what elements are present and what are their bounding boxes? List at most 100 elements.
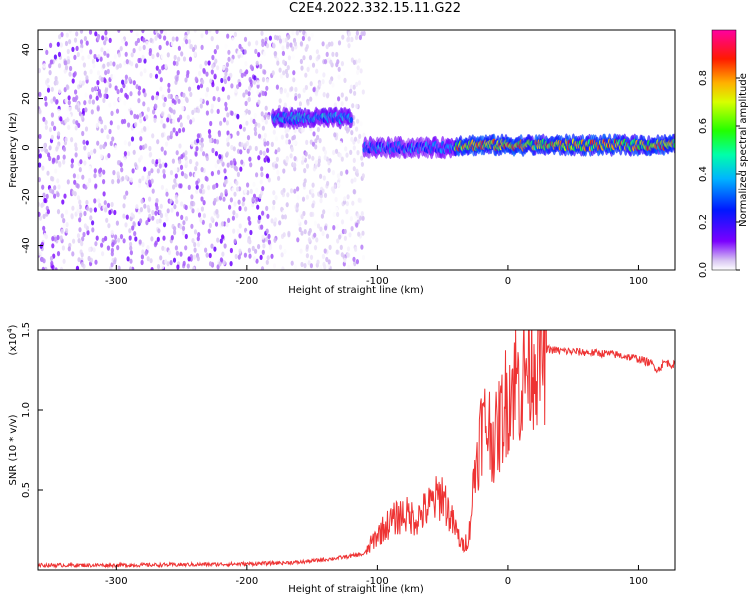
noise-cell xyxy=(264,37,268,43)
noise-cell xyxy=(57,51,62,58)
noise-cell xyxy=(229,182,233,188)
noise-cell xyxy=(129,110,133,116)
noise-cell xyxy=(165,216,169,222)
noise-cell xyxy=(358,34,362,41)
noise-cell xyxy=(41,266,45,270)
noise-cell xyxy=(194,151,198,157)
noise-cell xyxy=(213,138,217,144)
noise-cell xyxy=(193,247,197,253)
noise-cell xyxy=(51,243,55,249)
noise-cell xyxy=(176,70,180,76)
noise-cell xyxy=(182,56,187,62)
noise-cell xyxy=(174,182,178,188)
noise-cell xyxy=(278,244,283,250)
noise-cell xyxy=(275,163,279,169)
noise-cell xyxy=(248,145,252,151)
noise-cell xyxy=(227,217,231,223)
noise-cell xyxy=(185,160,189,166)
noise-cell xyxy=(222,117,227,123)
noise-cell xyxy=(282,59,286,65)
noise-cell xyxy=(306,66,310,72)
noise-cell xyxy=(304,84,308,91)
noise-cell xyxy=(338,140,343,146)
noise-cell xyxy=(153,117,157,123)
noise-cell xyxy=(346,194,350,200)
noise-cell xyxy=(204,175,208,181)
noise-cell xyxy=(50,134,54,140)
noise-cell xyxy=(143,203,147,209)
noise-cell xyxy=(78,167,82,173)
noise-cell xyxy=(249,188,253,194)
noise-cell xyxy=(266,114,271,120)
noise-cell xyxy=(225,151,229,157)
noise-cell xyxy=(265,78,270,84)
noise-cell xyxy=(119,87,124,93)
noise-cell xyxy=(253,256,257,262)
noise-cell xyxy=(325,233,330,239)
noise-cell xyxy=(260,224,264,230)
noise-cell xyxy=(196,133,200,139)
noise-cell xyxy=(116,160,121,166)
noise-cell xyxy=(124,78,128,85)
noise-cell xyxy=(315,87,319,93)
noise-cell xyxy=(78,80,82,86)
noise-cell xyxy=(172,184,176,190)
noise-cell xyxy=(82,231,86,238)
noise-cell xyxy=(107,153,111,159)
noise-cell xyxy=(263,132,267,138)
noise-cell xyxy=(51,157,56,163)
noise-cell xyxy=(117,52,121,58)
noise-cell xyxy=(41,184,45,190)
noise-cell xyxy=(72,238,76,244)
noise-cell xyxy=(195,146,199,152)
noise-cell xyxy=(160,54,165,60)
noise-cell xyxy=(311,62,316,68)
noise-cell xyxy=(64,65,69,71)
noise-cell xyxy=(238,205,242,212)
spectrogram-frame xyxy=(37,29,676,271)
noise-cell xyxy=(115,108,120,114)
noise-cell xyxy=(271,205,276,211)
noise-cell xyxy=(227,56,231,62)
noise-cell xyxy=(119,46,123,52)
noise-cell xyxy=(152,109,156,115)
noise-cell xyxy=(146,245,150,251)
noise-cell xyxy=(111,242,115,248)
noise-cell xyxy=(159,255,163,261)
noise-cell xyxy=(173,178,177,184)
noise-cell xyxy=(83,100,87,106)
noise-cell xyxy=(209,120,213,127)
noise-cell xyxy=(169,198,173,204)
noise-cell xyxy=(282,209,286,216)
noise-cell xyxy=(101,237,105,243)
noise-cell xyxy=(299,41,303,47)
noise-cell xyxy=(224,101,228,107)
noise-cell xyxy=(332,211,336,217)
x-tick-label: 0 xyxy=(505,276,511,287)
noise-cell xyxy=(331,170,335,176)
x-tick-label: -300 xyxy=(105,276,128,287)
snr-panel: -300 -200 -100 0 100 0.5 1.0 1.5 Height of str… xyxy=(6,322,676,595)
noise-cell xyxy=(255,196,259,202)
noise-cell xyxy=(154,103,158,110)
noise-cell xyxy=(197,212,202,218)
noise-cell xyxy=(357,231,361,237)
noise-cell xyxy=(347,264,351,270)
noise-cell xyxy=(198,70,202,77)
noise-cell xyxy=(315,49,319,55)
noise-cell xyxy=(195,184,199,190)
noise-cell xyxy=(286,65,290,71)
noise-cell xyxy=(138,178,142,184)
noise-cell xyxy=(154,240,158,246)
spectrogram-panel: -300 -200 -100 0 100 40 20 0 -20 -40 Height of s… xyxy=(8,29,676,296)
noise-cell xyxy=(137,85,142,91)
noise-cell xyxy=(257,244,261,250)
noise-cell xyxy=(71,78,75,84)
noise-cell xyxy=(161,65,165,71)
noise-cell xyxy=(207,228,211,234)
noise-cell xyxy=(350,263,354,269)
noise-cell xyxy=(336,238,340,244)
noise-cell xyxy=(325,229,329,235)
noise-cell xyxy=(83,70,87,76)
noise-cell xyxy=(45,49,49,56)
